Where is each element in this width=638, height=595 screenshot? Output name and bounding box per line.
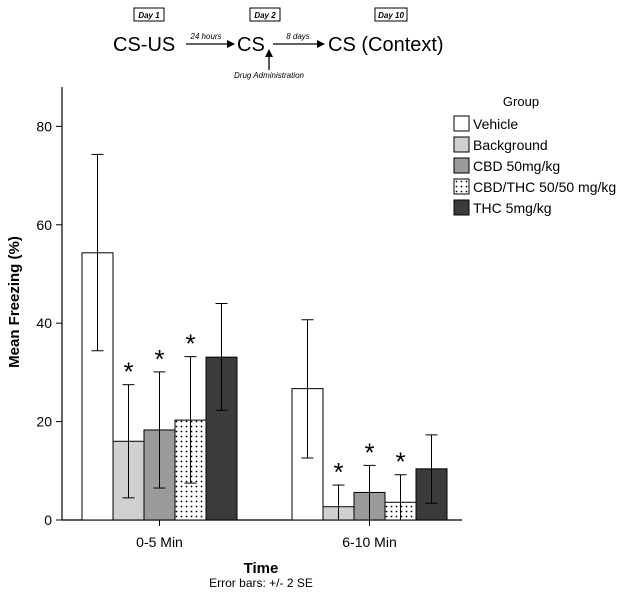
legend-swatch-0 (453, 115, 470, 132)
arrow-8d-label: 8 days (286, 32, 310, 41)
x-tick-label: 0-5 Min (136, 534, 183, 550)
protocol-diagram: Day 1 Day 2 Day 10 CS-US CS CS (Context)… (113, 7, 444, 80)
footnote: Error bars: +/- 2 SE (209, 576, 313, 590)
bar-0-0 (81, 252, 114, 521)
y-axis-title: Mean Freezing (%) (6, 236, 23, 368)
legend-label-3: CBD/THC 50/50 mg/kg (473, 179, 616, 195)
legend-label-4: THC 5mg/kg (473, 200, 552, 216)
legend-title: Group (503, 94, 539, 109)
day10-label: Day 10 (378, 11, 404, 20)
x-tick-label: 6-10 Min (342, 534, 396, 550)
day2-label: Day 2 (254, 11, 276, 20)
day2-box (249, 7, 281, 22)
legend-label-2: CBD 50mg/kg (473, 158, 560, 174)
x-axis-title: Time (244, 560, 279, 577)
y-tick-label: 80 (36, 118, 52, 134)
legend-swatch-1 (453, 136, 470, 153)
stage-cs: CS (237, 34, 265, 56)
significance-star: * (333, 457, 343, 487)
significance-star: * (154, 344, 164, 374)
day10-box (374, 7, 408, 22)
legend: Group Vehicle Background CBD 50mg/kg CBD/TH… (453, 94, 616, 216)
stage-cs-us: CS-US (113, 34, 175, 56)
stage-cs-context: CS (Context) (328, 34, 444, 56)
y-tick-label: 40 (36, 315, 52, 331)
significance-star: * (123, 357, 133, 387)
legend-label-1: Background (473, 137, 548, 153)
y-tick-label: 20 (36, 414, 52, 430)
significance-markers: * * * * * * (123, 329, 405, 487)
error-bars (91, 153, 438, 521)
significance-star: * (395, 447, 405, 477)
day1-box (133, 7, 165, 22)
significance-star: * (364, 437, 374, 467)
x-ticks: 0-5 Min 6-10 Min (136, 520, 397, 550)
y-tick-label: 0 (44, 512, 52, 528)
bars (81, 252, 448, 521)
y-ticks: 0 20 40 60 80 (36, 118, 62, 528)
legend-swatch-3 (453, 178, 470, 195)
legend-swatch-4 (453, 199, 470, 216)
legend-label-0: Vehicle (473, 116, 518, 132)
y-tick-label: 60 (36, 217, 52, 233)
legend-swatch-2 (453, 157, 470, 174)
significance-star: * (185, 329, 195, 359)
drug-label: Drug Administration (234, 71, 305, 80)
day1-label: Day 1 (138, 11, 160, 20)
arrow-24h-label: 24 hours (189, 32, 221, 41)
